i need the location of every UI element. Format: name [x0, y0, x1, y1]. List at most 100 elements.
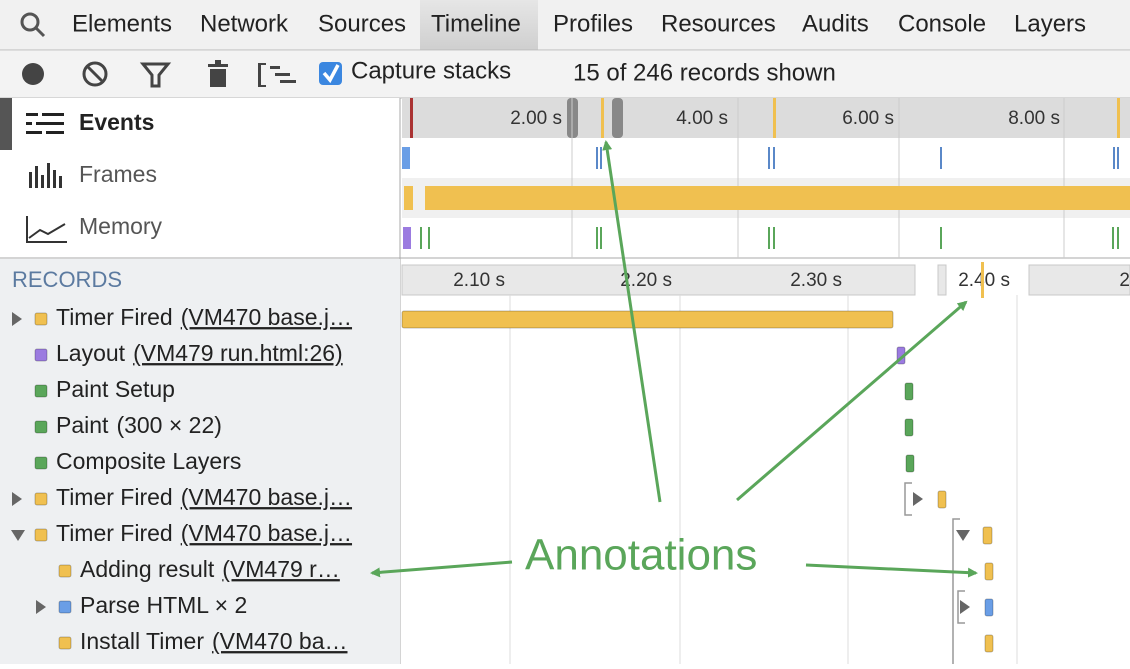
category-swatch [58, 600, 72, 614]
record-detail[interactable]: (VM479 r… [222, 556, 340, 582]
records-status: 15 of 246 records shown [573, 59, 836, 86]
garbage-button[interactable] [208, 60, 228, 87]
bracket [957, 590, 965, 624]
record-bar [984, 598, 994, 617]
record-bar [982, 526, 993, 545]
clear-button[interactable] [82, 61, 108, 87]
memory-mark [1112, 227, 1114, 249]
ruler-label: 2 [1119, 270, 1130, 291]
record-title: Paint Setup [56, 376, 175, 402]
record-bar [905, 454, 915, 473]
event-bar [425, 186, 1130, 210]
ruler-label: 2.30 s [790, 270, 842, 291]
memory-mark [768, 227, 770, 249]
expand-toggle[interactable] [12, 492, 22, 506]
frame-mark [596, 147, 598, 169]
record-title: Timer Fired [56, 304, 173, 330]
record-button[interactable] [22, 63, 44, 85]
flame-button[interactable] [258, 63, 296, 87]
tab[interactable]: Network [200, 10, 289, 37]
overview-mode[interactable]: Events [79, 109, 154, 135]
expand-toggle[interactable] [12, 312, 22, 326]
search-icon[interactable] [20, 12, 46, 38]
records-sidebar [0, 259, 400, 664]
event-mark [981, 262, 984, 298]
ruler-label: 4.00 s [676, 108, 728, 129]
expand-toggle[interactable] [11, 530, 25, 541]
memory-mark [940, 227, 942, 249]
control-bar [0, 51, 1130, 98]
memory-mark [1117, 227, 1119, 249]
overview-mode[interactable]: Frames [79, 161, 157, 187]
record-bar [984, 562, 994, 581]
record-detail[interactable]: (300 × 22) [116, 412, 222, 438]
category-swatch [34, 456, 48, 470]
frame-mark [940, 147, 942, 169]
frame-mark [1113, 147, 1115, 169]
overview-mode[interactable]: Memory [79, 213, 163, 239]
annotation-arrows [370, 140, 978, 578]
record-detail[interactable]: (VM470 base.j… [181, 484, 352, 510]
tab[interactable]: Console [898, 10, 986, 37]
record-detail[interactable]: (VM470 base.j… [181, 304, 352, 330]
event-mark [773, 98, 776, 138]
annotation-label: Annotations [525, 531, 757, 580]
ruler-label: 6.00 s [842, 108, 894, 129]
checkmark [322, 64, 340, 84]
tab[interactable]: Elements [72, 10, 172, 37]
records-ruler [401, 264, 916, 296]
tab[interactable]: Audits [802, 10, 869, 37]
category-swatch [34, 492, 48, 506]
capture-stacks-label[interactable]: Capture stacks [351, 57, 511, 84]
records-ruler [937, 264, 947, 296]
event-bar [404, 186, 413, 210]
category-swatch [34, 348, 48, 362]
ruler-label: 8.00 s [1008, 108, 1060, 129]
record-bar [904, 382, 914, 401]
record-detail[interactable]: (VM470 ba… [212, 628, 348, 654]
bar-toggle[interactable] [956, 530, 970, 541]
frame-mark [402, 147, 410, 169]
overview-ruler [402, 98, 1130, 138]
overview-sidebar [0, 98, 400, 258]
window-handle[interactable] [612, 98, 623, 138]
tab[interactable]: Layers [1014, 10, 1086, 37]
record-detail[interactable]: (VM470 base.j… [181, 520, 352, 546]
frame-mark [1117, 147, 1119, 169]
memory-mark [596, 227, 598, 249]
filter-button[interactable] [139, 62, 172, 88]
bracket [952, 518, 960, 664]
record-detail[interactable]: (VM479 run.html:26) [133, 340, 343, 366]
event-mark [601, 98, 604, 138]
events-icon [26, 113, 64, 134]
memory-mark [428, 227, 430, 249]
bar-toggle[interactable] [913, 492, 923, 506]
record-title: Timer Fired [56, 484, 173, 510]
record-title: Adding result [80, 556, 215, 582]
ruler-label: 2.40 s [958, 270, 1010, 291]
record-title: Layout [56, 340, 126, 366]
selected-indicator [0, 98, 12, 150]
bracket [904, 482, 912, 516]
tab[interactable]: Profiles [553, 10, 633, 37]
record-title: Paint [56, 412, 109, 438]
tab[interactable]: Sources [318, 10, 406, 37]
record-title: Install Timer [80, 628, 204, 654]
records-header: RECORDS [12, 267, 122, 292]
category-swatch [34, 420, 48, 434]
memory-mark [600, 227, 602, 249]
expand-toggle[interactable] [36, 600, 46, 614]
category-swatch [34, 528, 48, 542]
category-swatch [34, 312, 48, 326]
record-bar [904, 418, 914, 437]
bar-toggle[interactable] [960, 600, 970, 614]
tab[interactable]: Resources [661, 10, 776, 37]
tab-bar [0, 0, 1130, 50]
event-mark [410, 98, 413, 138]
ruler-label: 2.10 s [453, 270, 505, 291]
record-bar [984, 634, 994, 653]
tab[interactable]: Timeline [431, 10, 521, 37]
memory-icon [26, 216, 67, 243]
record-title: Timer Fired [56, 520, 173, 546]
